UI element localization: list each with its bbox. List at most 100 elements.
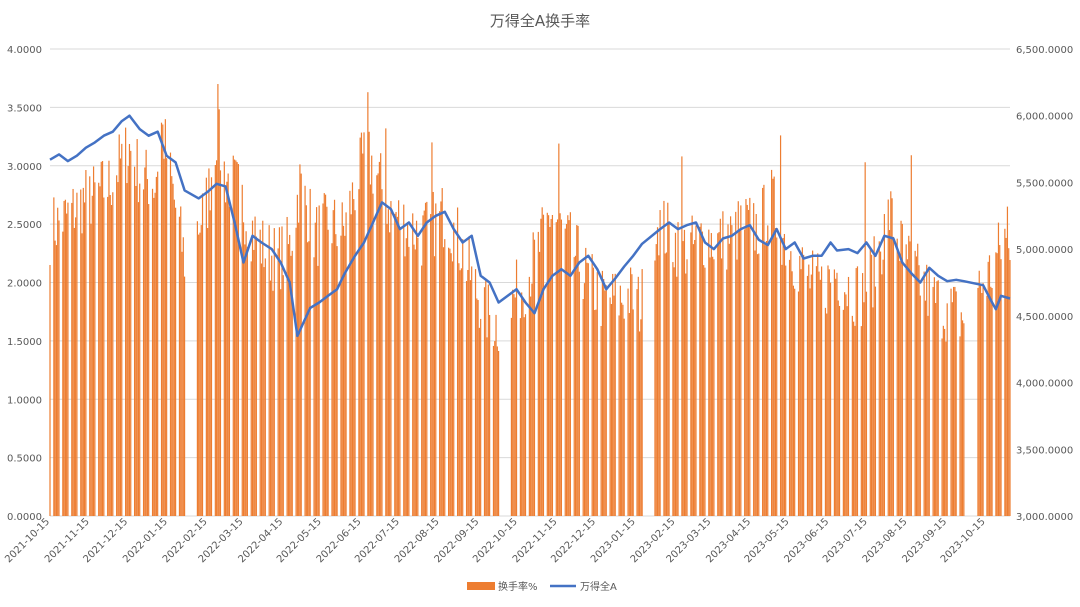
turnover-bar [887, 199, 889, 516]
turnover-bar [181, 251, 183, 516]
turnover-bar [290, 255, 292, 517]
turnover-bar [305, 205, 307, 517]
turnover-bar [476, 298, 478, 516]
turnover-bar [941, 338, 943, 516]
turnover-bar [613, 295, 615, 516]
left-tick-label: 3.0000 [7, 162, 42, 173]
turnover-bar [764, 245, 766, 516]
turnover-bar [860, 326, 862, 516]
turnover-bar [487, 284, 489, 516]
turnover-bar [623, 318, 625, 516]
turnover-bar [782, 237, 784, 516]
turnover-bar [444, 239, 446, 516]
turnover-bar [869, 249, 871, 516]
turnover-bar [414, 249, 416, 516]
turnover-bar [991, 288, 993, 516]
turnover-bar [353, 199, 355, 516]
turnover-bar [273, 228, 275, 516]
turnover-bar [171, 176, 173, 516]
turnover-bar [432, 191, 434, 516]
turnover-bar [755, 213, 757, 517]
turnover-bar [107, 196, 109, 516]
turnover-bar [85, 170, 87, 516]
turnover-bar [76, 192, 78, 516]
turnover-bar [217, 84, 219, 517]
turnover-bar [663, 200, 665, 516]
turnover-bar [127, 166, 129, 516]
turnover-bar [314, 222, 316, 516]
turnover-bar [815, 266, 818, 516]
turnover-bar [592, 267, 595, 516]
turnover-bar [453, 222, 455, 516]
turnover-bar [354, 210, 356, 516]
turnover-bar [709, 257, 711, 516]
turnover-bar [57, 207, 59, 516]
turnover-bar [596, 272, 598, 516]
turnover-bar [442, 247, 445, 517]
turnover-bar [701, 231, 703, 517]
turnover-bar [655, 244, 657, 517]
turnover-bar [233, 159, 236, 516]
turnover-bar [371, 155, 373, 516]
turnover-bar [340, 235, 342, 516]
turnover-bar [986, 295, 988, 516]
turnover-bar [1005, 237, 1007, 516]
turnover-bar [163, 158, 165, 516]
turnover-bar [771, 169, 773, 516]
turnover-bar [236, 162, 238, 516]
turnover-bar [362, 153, 364, 517]
turnover-bar [632, 309, 634, 516]
turnover-bar [408, 246, 410, 516]
turnover-bar [155, 176, 157, 516]
turnover-bar [381, 189, 383, 516]
turnover-bar [386, 223, 388, 516]
turnover-bar [788, 259, 791, 516]
turnover-bar [110, 205, 113, 516]
turnover-bar [737, 201, 739, 517]
turnover-bars [49, 84, 1011, 517]
turnover-bar [604, 290, 606, 516]
turnover-bar [1008, 248, 1010, 517]
turnover-bar [422, 215, 424, 516]
turnover-bar [799, 255, 801, 516]
turnover-bar [727, 224, 729, 517]
turnover-bar [58, 220, 60, 516]
turnover-bar [372, 193, 374, 516]
turnover-bar [259, 229, 261, 516]
turnover-bar [144, 167, 146, 516]
turnover-bar [342, 225, 345, 517]
turnover-bar [255, 236, 257, 516]
turnover-bar [532, 232, 534, 517]
turnover-bar [865, 291, 868, 516]
turnover-bar [668, 221, 670, 516]
right-tick-label: 6,500.0000 [1016, 45, 1073, 56]
turnover-bar [109, 195, 111, 516]
turnover-bar [528, 276, 530, 516]
turnover-bar [703, 265, 705, 516]
turnover-bar [201, 193, 204, 516]
turnover-bar [835, 278, 837, 516]
turnover-bar [740, 205, 742, 516]
turnover-bar [91, 195, 93, 516]
turnover-bar [103, 197, 105, 516]
turnover-bar [699, 226, 701, 516]
turnover-bar [862, 273, 864, 516]
turnover-bar [749, 197, 751, 517]
turnover-bar [564, 228, 566, 516]
turnover-bar [619, 285, 621, 516]
turnover-bar [94, 182, 96, 517]
right-tick-label: 5,500.0000 [1016, 178, 1073, 189]
turnover-bar [682, 241, 684, 516]
turnover-bar [451, 261, 454, 516]
turnover-bar [430, 214, 432, 516]
turnover-bar [622, 304, 624, 516]
turnover-bar [82, 187, 84, 516]
turnover-bar [359, 137, 361, 516]
turnover-bar [424, 202, 427, 516]
turnover-bar [483, 287, 486, 516]
turnover-bar [522, 297, 524, 516]
turnover-bar [845, 294, 847, 516]
turnover-bar [790, 251, 792, 516]
turnover-bar [403, 204, 405, 516]
turnover-bar [806, 275, 809, 516]
